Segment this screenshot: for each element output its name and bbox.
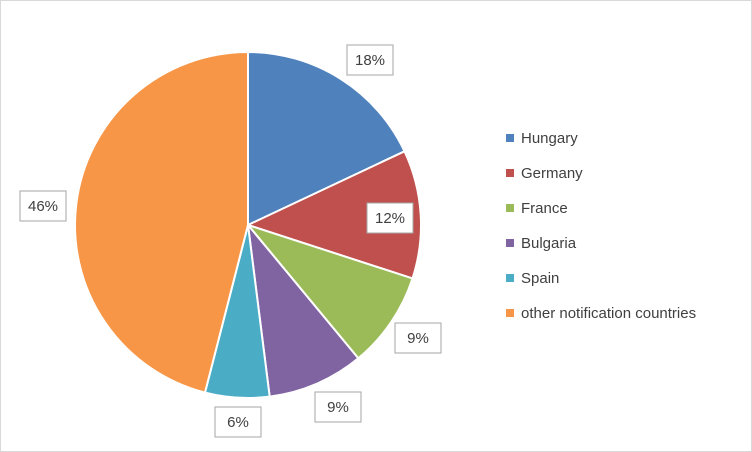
legend-label: Bulgaria [521,235,577,252]
legend-label: Hungary [521,130,578,147]
legend-swatch [506,239,514,247]
legend-swatch [506,309,514,317]
data-label: 9% [327,399,349,416]
data-label: 12% [375,210,405,227]
data-label-box [394,322,442,354]
legend-label: other notification countries [521,305,696,322]
data-label: 6% [227,414,249,431]
pie-slice [74,50,249,394]
data-label-box [346,44,394,76]
legend-label: Germany [521,165,583,182]
data-label-box [314,391,362,423]
pie-slice [245,150,422,280]
pie-slice [247,50,406,227]
legend-label: France [521,200,568,217]
legend-swatch [506,169,514,177]
legend-label: Spain [521,270,559,287]
legend-swatch [506,134,514,142]
data-label-box [366,202,414,234]
data-label-box [214,406,262,438]
pie-slice [246,221,360,398]
legend-swatch [506,204,514,212]
data-label-box [19,190,67,222]
legend-swatch [506,274,514,282]
pie-slice [245,222,414,360]
data-label: 18% [355,52,385,69]
data-label: 9% [407,330,429,347]
data-label: 46% [28,198,58,215]
